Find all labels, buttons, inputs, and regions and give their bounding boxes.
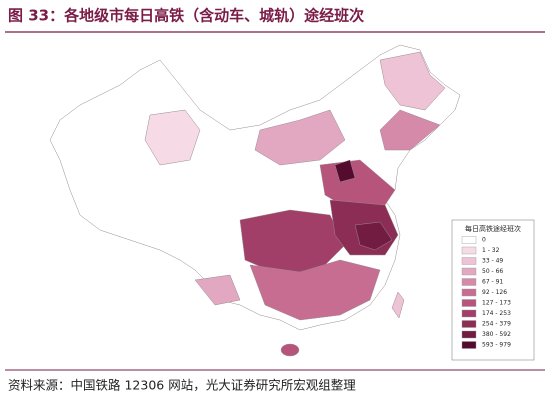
region — [254, 109, 346, 166]
legend-label: 92 - 126 — [482, 289, 507, 296]
legend-swatch — [461, 267, 477, 276]
legend-swatch — [461, 341, 477, 349]
legend-label: 50 - 66 — [482, 268, 503, 275]
legend-swatch — [461, 236, 477, 244]
legend-swatch — [461, 257, 477, 265]
legend-label: 380 - 592 — [482, 331, 511, 338]
legend-label: 0 — [482, 237, 486, 244]
region — [354, 221, 393, 251]
legend-label: 1 - 32 — [482, 247, 500, 254]
legend-swatch — [461, 320, 477, 328]
legend-swatch — [461, 299, 477, 307]
source: 资料来源：中国铁路 12306 网站，光大证券研究所宏观组整理 — [8, 378, 356, 393]
legend-label: 127 - 173 — [482, 300, 511, 307]
legend-swatch — [461, 309, 477, 318]
region — [379, 51, 446, 111]
hainan — [280, 343, 300, 357]
legend-swatch — [461, 246, 477, 255]
legend-swatch — [461, 288, 477, 297]
legend-label: 254 - 379 — [482, 321, 511, 328]
legend-swatch — [461, 278, 477, 286]
legend-label: 593 - 979 — [482, 342, 511, 349]
legend-label: 33 - 49 — [482, 258, 503, 265]
taiwan — [391, 291, 405, 319]
region — [379, 109, 441, 151]
region — [144, 109, 201, 166]
legend-swatch — [461, 330, 477, 339]
map — [49, 44, 461, 357]
region — [249, 259, 381, 321]
region — [194, 274, 241, 306]
legend-label: 174 - 253 — [482, 310, 511, 317]
region — [334, 159, 356, 183]
legend-label: 67 - 91 — [482, 279, 503, 286]
legend: 每日高铁途经班次 0 1 - 32 33 - 49 50 - 66 67 - 91 92 … — [451, 219, 535, 361]
region — [239, 209, 346, 276]
legend-title: 每日高铁途经班次 — [465, 224, 521, 233]
title: 图 33：各地级市每日高铁（含动车、城轨）途经班次 — [8, 7, 364, 25]
